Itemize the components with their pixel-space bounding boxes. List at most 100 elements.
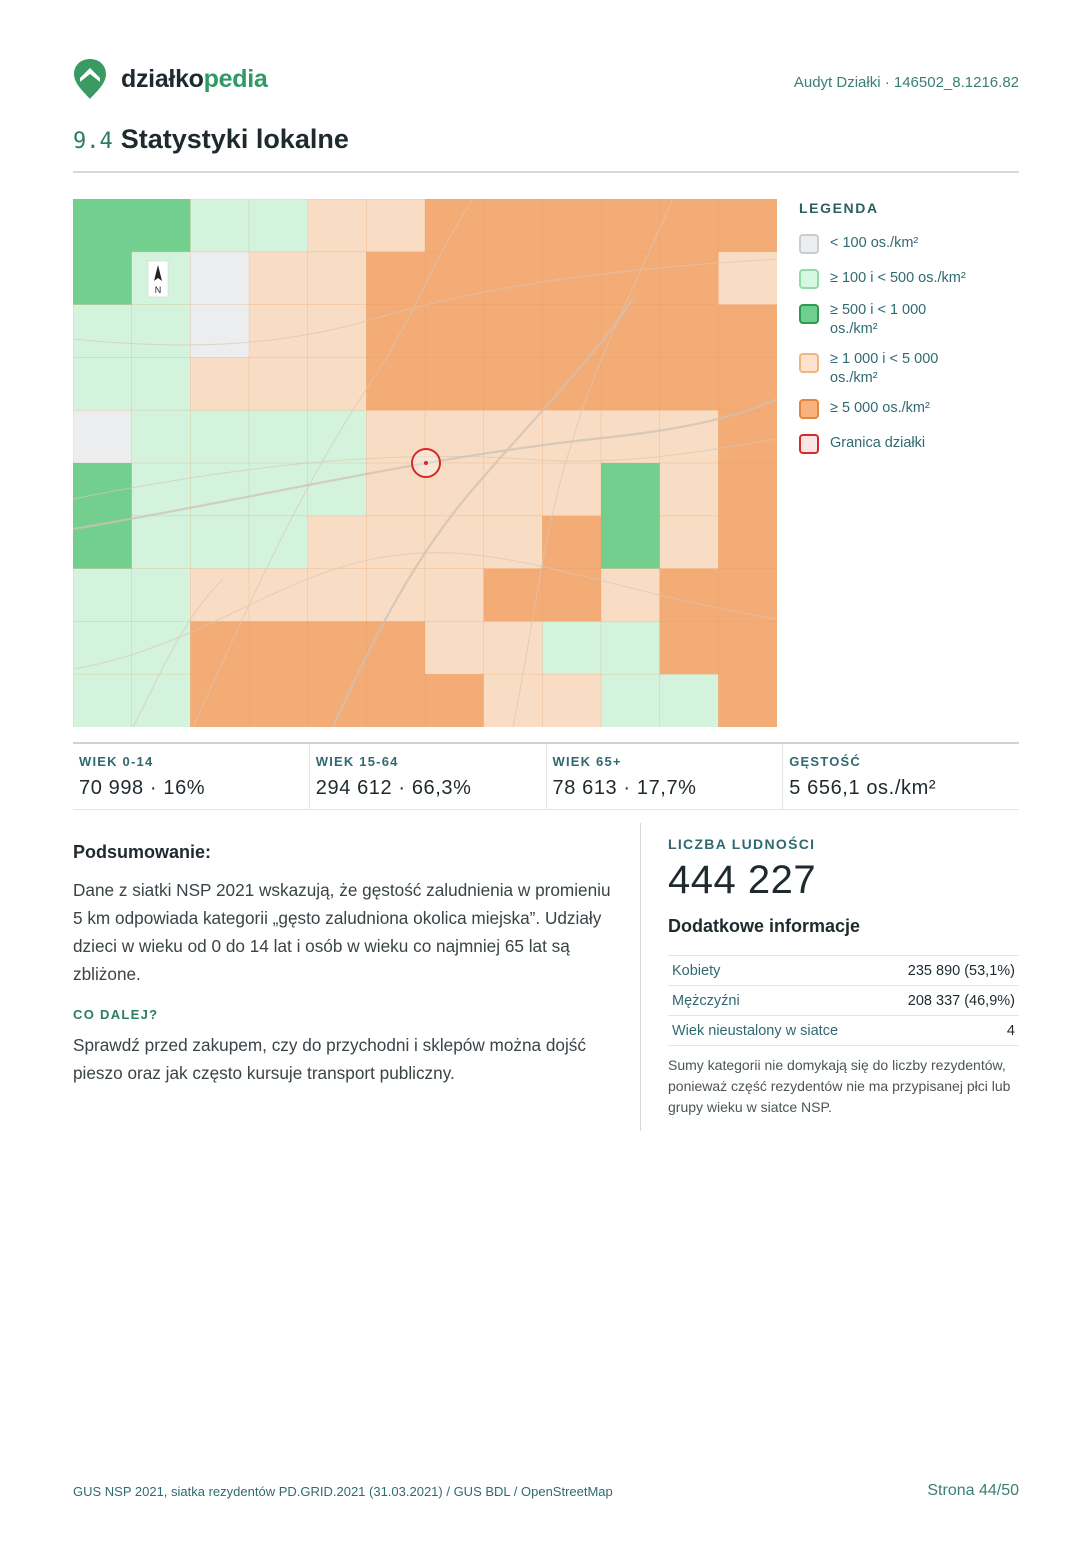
density-cell — [659, 462, 720, 517]
density-cell — [659, 568, 720, 623]
stat-label: WIEK 0-14 — [79, 754, 154, 769]
density-cell — [659, 515, 720, 570]
population-density-map: N — [73, 199, 777, 727]
legend-swatch — [799, 434, 819, 454]
density-cell — [248, 462, 309, 517]
density-cell — [600, 251, 661, 306]
density-cell — [73, 357, 133, 411]
density-cell — [424, 304, 485, 359]
density-cell — [542, 409, 602, 464]
density-cell — [73, 251, 133, 306]
density-cell — [248, 304, 309, 359]
legend-swatch — [799, 353, 819, 373]
legend-item: ≥ 1 000 i < 5 000 os./km² — [799, 350, 1019, 388]
density-cell — [718, 409, 777, 464]
legend-label: ≥ 1 000 i < 5 000 os./km² — [830, 351, 939, 386]
street-lines — [73, 199, 777, 727]
column-divider — [640, 823, 641, 1131]
railway-lines — [73, 298, 777, 727]
density-cell — [483, 251, 544, 306]
next-steps-heading: CO DALEJ? — [73, 1007, 159, 1022]
density-cell — [483, 673, 544, 727]
audit-id: Audyt Działki · 146502_8.1216.82 — [793, 74, 1019, 91]
density-cell — [366, 357, 426, 411]
legend-swatch — [799, 269, 819, 289]
legend-swatch — [799, 234, 819, 254]
density-cell — [131, 621, 192, 675]
density-cell — [659, 199, 720, 253]
density-cell — [424, 357, 485, 411]
stat-age-15-64: WIEK 15-64 294 612 · 66,3% — [308, 744, 546, 809]
density-cell — [424, 515, 485, 570]
density-cell — [190, 409, 250, 464]
density-cell — [131, 409, 192, 464]
next-steps-text: Sprawdź przed zakupem, czy do przychodni… — [73, 1035, 586, 1083]
legend-label: ≥ 500 i < 1 000 os./km² — [830, 302, 927, 337]
density-cell — [366, 621, 426, 675]
density-cell — [424, 673, 485, 727]
density-cell — [307, 251, 368, 306]
stat-label: WIEK 65+ — [552, 754, 622, 769]
extra-info-table: Kobiety 235 890 (53,1%) Mężczyźni 208 33… — [668, 955, 1019, 1046]
density-cell — [542, 621, 602, 675]
density-cell — [131, 673, 192, 727]
density-grid-cells — [73, 199, 777, 727]
density-cell — [248, 568, 309, 623]
stat-label: GĘSTOŚĆ — [789, 754, 861, 769]
density-cell — [190, 673, 250, 727]
density-cell — [307, 568, 368, 623]
density-cell — [718, 199, 777, 253]
age-stats-row: WIEK 0-14 70 998 · 16% WIEK 15-64 294 61… — [73, 742, 1019, 810]
density-cell — [659, 357, 720, 411]
footnote: Sumy kategorii nie domykają się do liczb… — [668, 1057, 1011, 1115]
stat-value: 78 613 · 17,7% — [552, 777, 697, 799]
map-pin-icon — [74, 59, 106, 99]
density-cell — [718, 673, 777, 727]
stat-age-0-14: WIEK 0-14 70 998 · 16% — [73, 744, 309, 809]
density-cell — [600, 199, 661, 253]
density-cell — [483, 357, 544, 411]
density-cell — [190, 199, 250, 253]
density-cell — [542, 357, 602, 411]
density-cell — [131, 462, 192, 517]
page-number: Strona 44/50 — [927, 1482, 1019, 1499]
density-cell — [248, 357, 309, 411]
density-cell — [131, 357, 192, 411]
density-cell — [73, 621, 133, 675]
section-number: 9.4 — [73, 129, 113, 154]
density-cell — [542, 199, 602, 253]
density-cell — [483, 462, 544, 517]
density-cell — [718, 621, 777, 675]
density-cell — [659, 409, 720, 464]
stat-label: WIEK 15-64 — [315, 754, 399, 769]
density-cell — [190, 357, 250, 411]
density-grid-map: N — [73, 199, 777, 727]
density-cell — [718, 462, 777, 517]
row-key: Mężczyźni — [668, 985, 880, 1016]
population-section: LICZBA LUDNOŚCI 444 227 Dodatkowe inform… — [668, 836, 1019, 1118]
data-source: GUS NSP 2021, siatka rezydentów PD.GRID.… — [73, 1484, 613, 1499]
density-cell — [542, 568, 602, 623]
density-cell — [190, 568, 250, 623]
title-divider — [73, 171, 1019, 173]
density-cell — [366, 515, 426, 570]
density-cell — [424, 462, 485, 517]
density-cell — [307, 199, 368, 253]
density-cell — [307, 462, 368, 517]
density-cell — [600, 462, 661, 517]
density-cell — [366, 673, 426, 727]
extra-info-heading: Dodatkowe informacje — [668, 916, 861, 936]
page-header: działkopedia Audyt Działki · 146502_8.12… — [73, 58, 1019, 102]
summary-text: Dane z siatki NSP 2021 wskazują, że gęst… — [73, 880, 611, 984]
legend-swatch — [799, 399, 819, 419]
density-cell — [248, 673, 309, 727]
brand-logo: działkopedia — [73, 58, 268, 100]
density-cell — [131, 515, 192, 570]
map-legend: LEGENDA < 100 os./km² ≥ 100 i < 500 os./… — [799, 200, 1019, 465]
density-cell — [542, 462, 602, 517]
row-key: Kobiety — [668, 955, 880, 986]
density-cell — [600, 673, 661, 727]
table-row: Mężczyźni 208 337 (46,9%) — [668, 985, 1019, 1016]
parcel-location-dot — [424, 461, 428, 465]
table-row: Wiek nieustalony w siatce 4 — [668, 1015, 1019, 1046]
